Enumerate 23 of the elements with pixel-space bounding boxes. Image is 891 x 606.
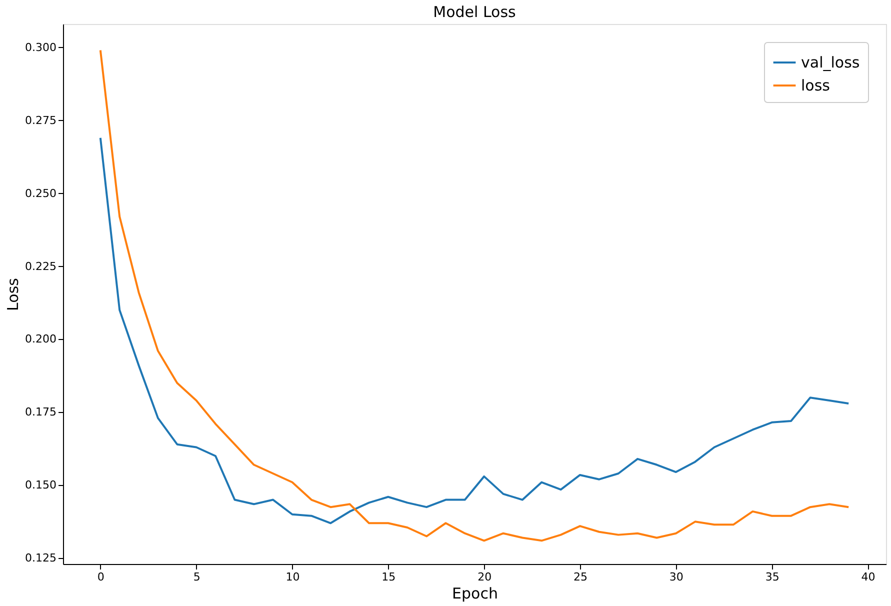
y-axis-title: Loss [4, 278, 22, 311]
chart-title: Model Loss [433, 3, 516, 21]
y-tick-label: 0.125 [25, 552, 56, 565]
legend-label: val_loss [801, 54, 860, 72]
x-tick-label: 20 [478, 570, 492, 584]
y-tick-label: 0.150 [25, 478, 56, 492]
y-tick-label: 0.175 [25, 406, 56, 419]
x-tick-label: 25 [574, 570, 588, 584]
y-tick-label: 0.275 [25, 114, 56, 127]
x-tick-label: 0 [97, 570, 104, 584]
y-tick-label: 0.300 [25, 40, 56, 54]
x-tick-label: 15 [382, 570, 396, 584]
x-tick-label: 40 [861, 570, 876, 584]
legend-label: loss [801, 76, 830, 94]
y-tick-label: 0.250 [25, 186, 56, 200]
y-tick-label: 0.200 [25, 332, 56, 346]
x-tick-label: 30 [669, 570, 684, 584]
x-tick-label: 5 [193, 570, 200, 584]
line-series [99, 136, 850, 524]
y-tick-label: 0.225 [25, 260, 56, 273]
x-tick-label: 10 [286, 570, 300, 584]
x-axis-title: Epoch [452, 584, 498, 602]
x-tick-label: 35 [765, 570, 780, 584]
